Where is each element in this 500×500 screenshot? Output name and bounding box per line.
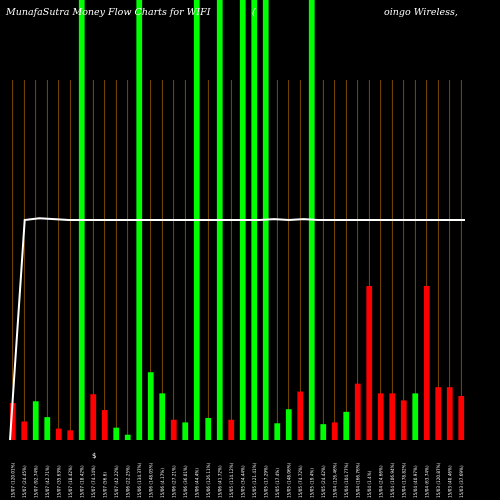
x-tick-label-36: 15/04 (63.74%)	[424, 465, 429, 498]
bar-2	[32, 401, 39, 440]
bar-29	[343, 411, 350, 440]
x-tick-label-2: 15/07 (92.74%)	[33, 465, 38, 498]
bar-39	[458, 396, 465, 440]
x-tick-label-18: 15/06 (41.72%)	[217, 465, 222, 498]
x-tick-label-26: 15/05 (19.4%)	[309, 468, 314, 498]
x-tick-label-34: 15/04 (178.82%)	[401, 462, 406, 498]
x-tick-label-1: 15/07 (24.45%)	[22, 465, 27, 498]
x-tick-label-0: 15/07 (120.01%)	[10, 462, 15, 498]
x-tick-label-39: 15/03 (37.69%)	[459, 465, 464, 498]
x-tick-label-8: 15/07 (56.6)	[102, 472, 107, 498]
x-tick-label-15: 15/06 (36.01%)	[183, 465, 188, 498]
bar-38	[446, 387, 453, 440]
bar-8	[101, 410, 108, 440]
x-tick-label-12: 15/06 (148.05%)	[148, 462, 153, 498]
x-tick-label-7: 15/07 (74.14%)	[91, 465, 96, 498]
bar-31	[366, 286, 373, 440]
x-tick-label-22: 15/05 (17.29%)	[263, 465, 268, 498]
bar-7	[90, 394, 97, 440]
chart-title-paren: (	[252, 7, 256, 18]
bar-25	[297, 391, 304, 440]
x-tick-label-10: 15/06 (22.25%)	[125, 465, 130, 498]
bar-4	[55, 428, 62, 440]
x-tick-label-4: 15/07 (35.63%)	[56, 465, 61, 498]
bar-28	[331, 422, 338, 440]
x-tick-label-19: 15/05 (114.12%)	[229, 462, 234, 498]
bar-17	[205, 418, 212, 440]
x-tick-label-32: 15/04 (24.66%)	[378, 465, 383, 498]
x-tick-label-30: 15/04 (166.76%)	[355, 462, 360, 498]
bar-27	[320, 424, 327, 440]
x-tick-label-13: 15/06 (4.17%)	[160, 468, 165, 498]
x-tick-label-14: 15/06 (27.21%)	[171, 465, 176, 498]
bar-15	[182, 422, 189, 440]
stray-label: $	[92, 452, 96, 460]
bar-10	[124, 434, 131, 440]
bar-5	[67, 430, 74, 440]
x-tick-label-28: 15/04 (126.46%)	[332, 462, 337, 498]
x-tick-label-21: 15/05 (121.41%)	[252, 462, 257, 498]
x-tick-label-16: 15/06 (44.4%)	[194, 468, 199, 498]
x-tick-label-23: 15/05 (17.4%)	[275, 468, 280, 498]
bar-23	[274, 423, 281, 440]
x-tick-label-38: 15/03 (40.46%)	[447, 465, 452, 498]
x-tick-label-3: 15/07 (42.71%)	[45, 465, 50, 498]
x-tick-label-11: 15/06 (134.37%)	[137, 462, 142, 498]
x-tick-label-17: 15/06 (126.11%)	[206, 462, 211, 498]
bar-14	[170, 419, 177, 440]
bar-1	[21, 421, 28, 440]
x-tick-label-31: 15/04 (1.4%)	[367, 470, 372, 498]
flow-line-path	[9, 217, 465, 441]
flow-line	[9, 217, 465, 441]
x-tick-label-9: 15/07 (42.22%)	[114, 465, 119, 498]
x-tick-label-5: 15/07 (18.42%)	[68, 465, 73, 498]
x-tick-labels: 15/07 (120.01%) 15/07 (24.45%) 15/07 (92.7…	[10, 462, 464, 498]
bar-13	[159, 393, 166, 440]
x-tick-label-24: 15/05 (148.06%)	[286, 462, 291, 498]
bar-0	[9, 403, 16, 440]
x-tick-label-27: 15/05 (24.42%)	[321, 465, 326, 498]
x-tick-label-33: 15/04 (106.94%)	[390, 462, 395, 498]
x-tick-label-37: 15/03 (120.87%)	[436, 462, 441, 498]
x-tick-label-35: 15/04 (40.97%)	[413, 465, 418, 498]
chart-title: MunafaSutra Money Flow Charts for WIFI	[5, 7, 211, 18]
x-tick-label-20: 15/05 (34.44%)	[240, 465, 245, 498]
bar-30	[354, 383, 361, 440]
bar-19	[228, 419, 235, 440]
bar-9	[113, 427, 120, 440]
bar-36	[423, 286, 430, 440]
bar-35	[412, 393, 419, 440]
chart-title-company: oingo Wireless,	[384, 7, 458, 18]
x-tick-label-29: 15/04 (104.77%)	[344, 462, 349, 498]
bar-33	[389, 393, 396, 440]
x-tick-label-25: 15/05 (74.72%)	[298, 465, 303, 498]
bar-37	[435, 387, 442, 440]
x-tick-label-6: 15/07 (18.42%)	[79, 465, 84, 498]
bar-32	[377, 393, 384, 440]
bar-12	[147, 372, 154, 440]
bar-3	[44, 417, 51, 440]
bar-24	[285, 409, 292, 440]
bar-34	[400, 400, 407, 440]
